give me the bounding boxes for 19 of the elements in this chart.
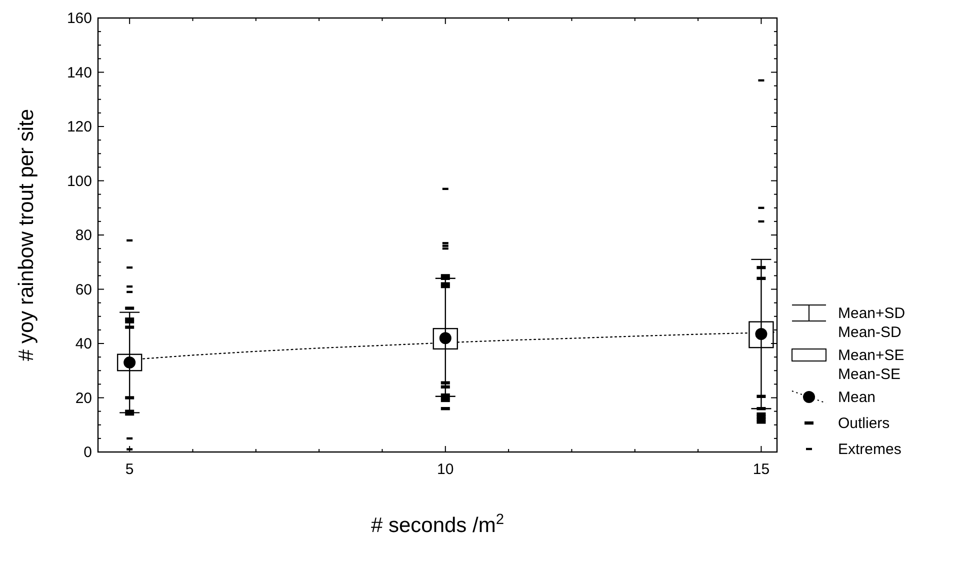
legend-label: Extremes [838, 441, 902, 458]
legend-label: Outliers [838, 415, 890, 432]
x-axis-title: # seconds /m$^{2}$ [370, 512, 504, 537]
legend-label: Mean+SE Mean-SE [838, 347, 904, 383]
x-tick-label: 5 [125, 461, 134, 478]
y-tick-label: 100 [66, 172, 92, 190]
y-tick-label: 40 [75, 336, 92, 352]
y-tick-label: 0 [84, 444, 92, 461]
y-tick-label: 160 [66, 10, 92, 27]
y-tick-label: 140 [66, 64, 92, 82]
x-tick-label: 10 [437, 461, 454, 478]
y-tick-label: 80 [75, 227, 92, 244]
legend-label: Mean [838, 389, 876, 406]
x-tick-label: 15 [752, 461, 770, 478]
text: Mean+SD Mean-SD [838, 305, 906, 341]
y-tick-label: 120 [66, 118, 92, 136]
y-tick-label: 60 [75, 281, 92, 298]
y-tick-label: 20 [75, 390, 92, 407]
y-axis-title: # yoy rainbow trout per site [15, 108, 38, 362]
